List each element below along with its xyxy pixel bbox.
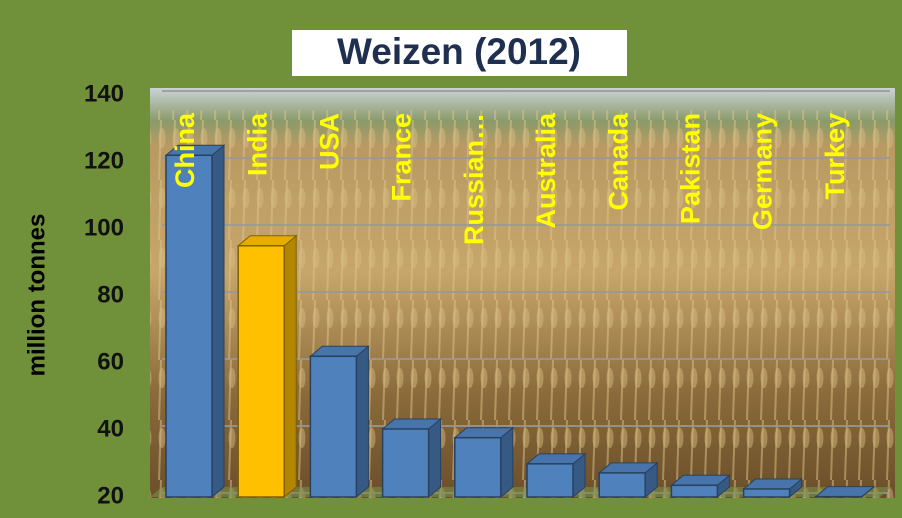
category-label: France [387, 113, 417, 202]
category-label: Canada [603, 112, 633, 211]
category-label: Russian… [459, 113, 489, 245]
bar [166, 155, 212, 497]
chart-title: Weizen (2012) [337, 31, 581, 72]
bar-side [356, 346, 368, 497]
chart: Weizen (2012) million tonnes 20 40 60 80 100… [0, 0, 902, 518]
category-label: China [170, 112, 200, 188]
y-tick-label: 80 [97, 281, 124, 308]
category-label: Pakistan [676, 113, 706, 224]
bar [527, 464, 573, 497]
category-label: USA [315, 113, 345, 170]
bar-side [284, 236, 296, 497]
bar [238, 246, 284, 497]
category-label: India [242, 112, 272, 176]
y-tick-label: 140 [84, 80, 124, 107]
bar [310, 356, 356, 497]
y-tick-label: 20 [97, 482, 124, 509]
bar-side [429, 419, 441, 497]
category-label: Germany [748, 113, 778, 230]
bar [599, 473, 645, 497]
bar [744, 489, 790, 497]
bar-side [212, 145, 224, 497]
category-label: Australia [531, 112, 561, 229]
y-tick-label: 40 [97, 415, 124, 442]
y-axis-label: million tonnes [23, 214, 50, 377]
bar [671, 485, 717, 497]
y-tick-label: 60 [97, 348, 124, 375]
bar [455, 438, 501, 497]
bar-side [501, 428, 513, 497]
y-tick-label: 120 [84, 147, 124, 174]
y-tick-label: 100 [84, 214, 124, 241]
bar [383, 429, 429, 497]
category-label: Turkey [820, 113, 850, 200]
